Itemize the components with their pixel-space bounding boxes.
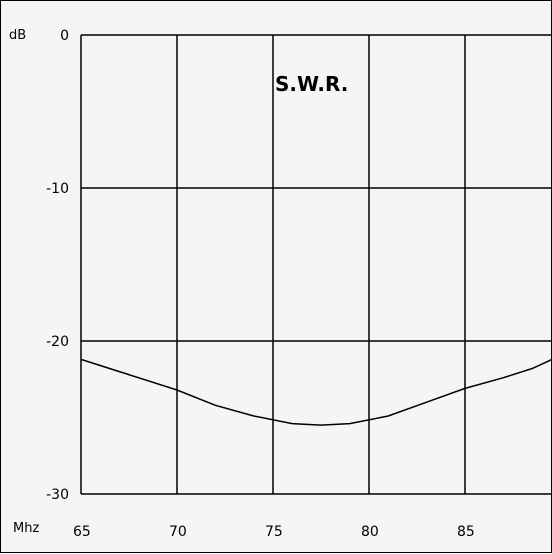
- x-axis-unit: Mhz: [13, 521, 39, 536]
- y-tick-label: -10: [46, 181, 69, 197]
- chart-title: S.W.R.: [275, 72, 348, 96]
- swr-curve: [80, 358, 552, 426]
- grid: [80, 34, 552, 495]
- x-tick-label: 75: [265, 524, 283, 540]
- y-axis-unit: dB: [9, 28, 26, 43]
- x-tick-label: 70: [169, 524, 187, 540]
- x-tick-label: 65: [73, 524, 91, 540]
- y-tick-label: -30: [46, 487, 69, 503]
- y-tick-label: -20: [46, 334, 69, 350]
- y-tick-label: 0: [60, 28, 69, 44]
- x-tick-label: 85: [457, 524, 475, 540]
- tick-labels: 6570758085900-10-20-30: [46, 28, 475, 540]
- x-tick-label: 80: [361, 524, 379, 540]
